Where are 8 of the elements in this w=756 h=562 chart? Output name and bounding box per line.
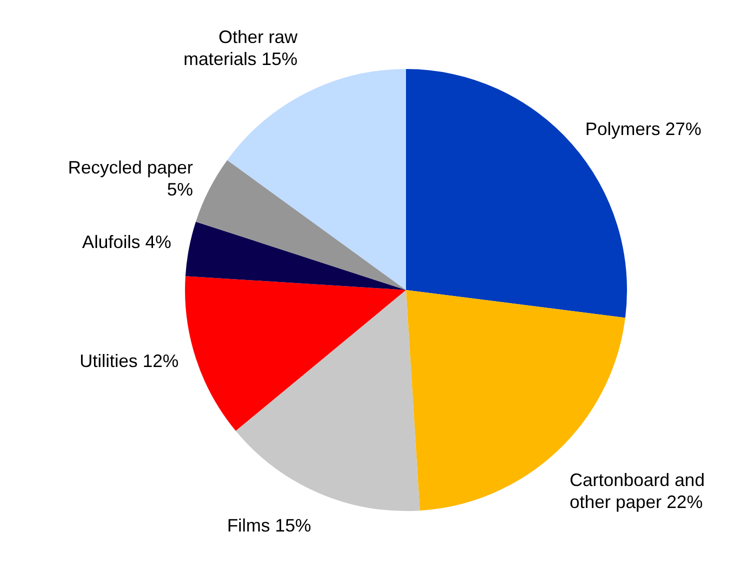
data-label: 5% <box>167 179 194 200</box>
slice-label: Other raw materials 15% <box>183 27 298 70</box>
slice-label: Alufoils 4% <box>82 232 172 252</box>
slice-label: Films 15% <box>227 515 312 536</box>
slice-label: Utilities 12% <box>80 350 179 371</box>
slice-label: Polymers 27% <box>585 118 702 139</box>
slice-label: Cartonboard and other paper 22% <box>570 470 705 512</box>
slice-label: Recycled paper <box>68 157 194 178</box>
